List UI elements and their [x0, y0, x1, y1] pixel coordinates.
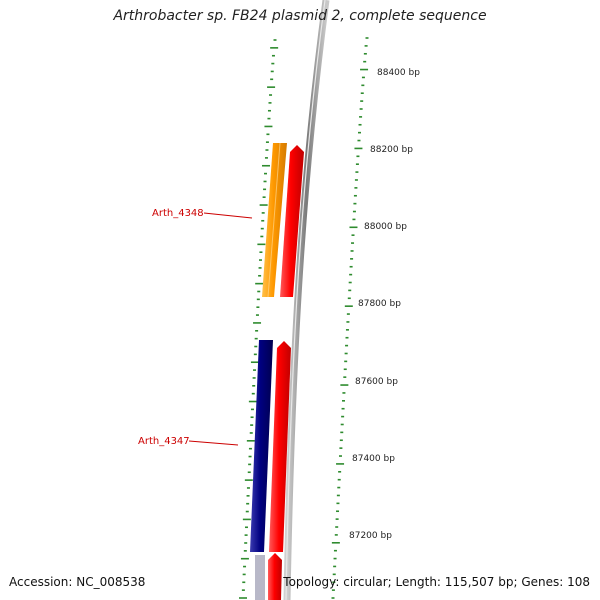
gene-arth-4348[interactable] [262, 142, 287, 298]
map-title: Arthrobacter sp. FB24 plasmid 2, complet… [113, 8, 487, 24]
backbone-arc-highlight [285, 0, 326, 600]
scale-label-88000: 88000 bp [364, 222, 407, 232]
gene-arth-4347[interactable] [250, 340, 273, 552]
outer-tick-track [331, 37, 369, 599]
gene-forward-lower[interactable] [268, 553, 282, 600]
accession-info: Accession: NC_008538 [9, 575, 146, 589]
gene-label-leader-arth-4348 [203, 212, 253, 219]
inner-tick-track [239, 39, 279, 599]
gene-label-leader-arth-4347 [188, 440, 239, 446]
gene-label-arth-4347[interactable]: Arth_4347 [138, 436, 190, 447]
gene-partial-grey [255, 555, 265, 600]
scale-label-87400: 87400 bp [352, 454, 395, 464]
scale-label-87800: 87800 bp [358, 299, 401, 309]
gene-forward-upper[interactable] [280, 145, 304, 297]
scale-labels: 88400 bp 88200 bp 88000 bp 87800 bp 8760… [349, 68, 420, 541]
scale-label-87600: 87600 bp [355, 377, 398, 387]
gene-forward-middle[interactable] [269, 341, 291, 552]
gene-labels: Arth_4348 Arth_4347 [138, 208, 253, 447]
scale-label-88200: 88200 bp [370, 145, 413, 155]
scale-label-88400: 88400 bp [377, 68, 420, 78]
scale-label-87200: 87200 bp [349, 531, 392, 541]
gene-label-arth-4348[interactable]: Arth_4348 [152, 208, 204, 219]
backbone-arc [283, 0, 330, 600]
topology-info: Topology: circular; Length: 115,507 bp; … [283, 575, 590, 589]
